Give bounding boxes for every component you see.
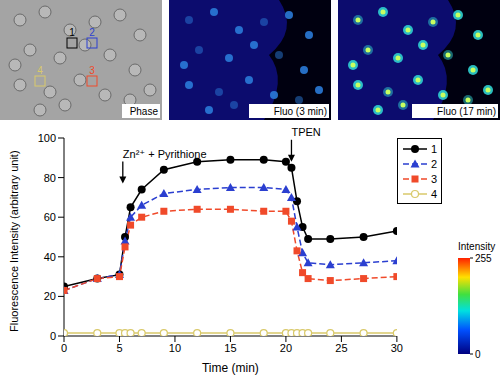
svg-text:5: 5 <box>116 342 122 354</box>
svg-text:Fluo (3 min): Fluo (3 min) <box>274 106 327 117</box>
svg-text:TPEN: TPEN <box>291 126 320 138</box>
svg-text:10: 10 <box>169 342 181 354</box>
svg-text:20: 20 <box>280 342 292 354</box>
html-text:4: 4 <box>430 187 437 200</box>
svg-text:Zn²⁺ + Pyrithione: Zn²⁺ + Pyrithione <box>123 148 207 160</box>
svg-text:Intensity: Intensity <box>458 241 495 252</box>
svg-text:60: 60 <box>44 211 56 223</box>
svg-text:100: 100 <box>38 132 56 144</box>
svg-text:Fluorescence Intensity (arbitr: Fluorescence Intensity (arbitrary unit) <box>8 150 20 332</box>
svg-text:2: 2 <box>89 27 95 38</box>
svg-text:0: 0 <box>50 330 56 342</box>
svg-text:0: 0 <box>475 349 481 360</box>
svg-text:30: 30 <box>391 342 403 354</box>
svg-text:25: 25 <box>335 342 347 354</box>
svg-text:15: 15 <box>224 342 236 354</box>
svg-text:3: 3 <box>89 65 95 76</box>
svg-text:40: 40 <box>44 251 56 263</box>
svg-text:255: 255 <box>475 253 492 264</box>
svg-text:0: 0 <box>61 342 67 354</box>
svg-text:80: 80 <box>44 172 56 184</box>
svg-text:Fluo (17 min): Fluo (17 min) <box>437 106 496 117</box>
svg-text:20: 20 <box>44 290 56 302</box>
html-text:2: 2 <box>430 157 437 170</box>
svg-text:Phase: Phase <box>130 106 159 117</box>
svg-text:1: 1 <box>69 27 75 38</box>
svg-text:4: 4 <box>37 65 43 76</box>
html-text:3: 3 <box>430 172 437 185</box>
html-text:1: 1 <box>430 142 437 155</box>
svg-text:Time (min): Time (min) <box>202 361 259 375</box>
